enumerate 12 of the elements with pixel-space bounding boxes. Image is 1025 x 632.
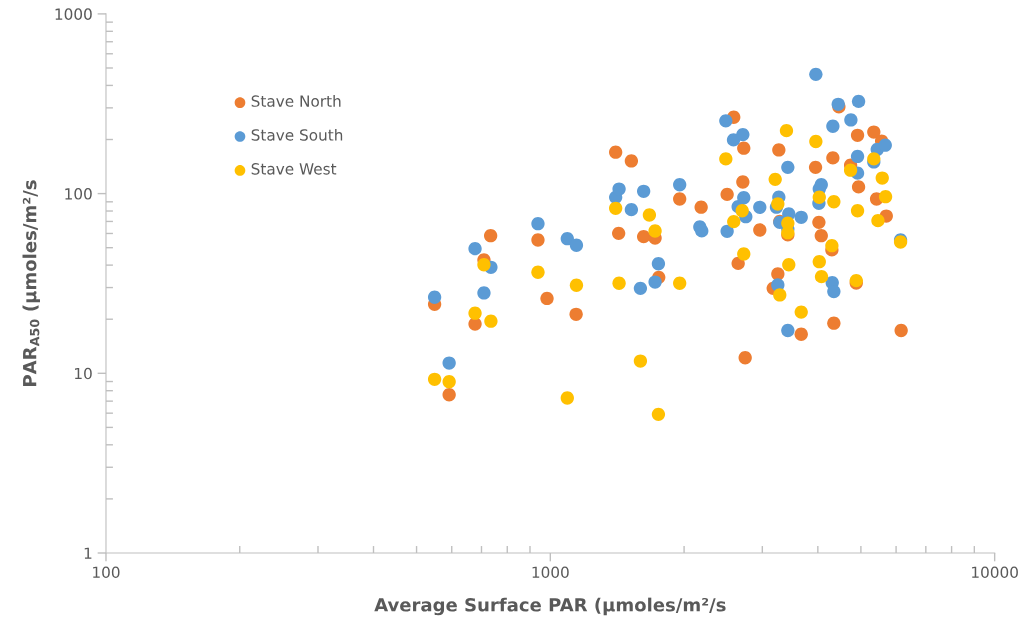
x-tick-label: 10000 <box>972 566 1018 579</box>
x-axis-title: Average Surface PAR (µmoles/m²/s <box>374 597 726 616</box>
x-tick-label: 100 <box>93 566 120 579</box>
legend-label: Stave West <box>251 163 337 175</box>
legend-label: Stave North <box>251 95 341 107</box>
y-tick-label: 100 <box>65 188 92 200</box>
y-tick-label: 10 <box>75 367 92 380</box>
y-tick-label: 1000 <box>55 8 92 20</box>
y-axis-title: PAR$_{A50}$ (µmoles/m²/s <box>22 180 40 386</box>
legend-label: Stave South <box>251 128 343 141</box>
x-tick-label: 1000 <box>532 566 569 579</box>
y-tick-label: 1 <box>84 547 92 559</box>
